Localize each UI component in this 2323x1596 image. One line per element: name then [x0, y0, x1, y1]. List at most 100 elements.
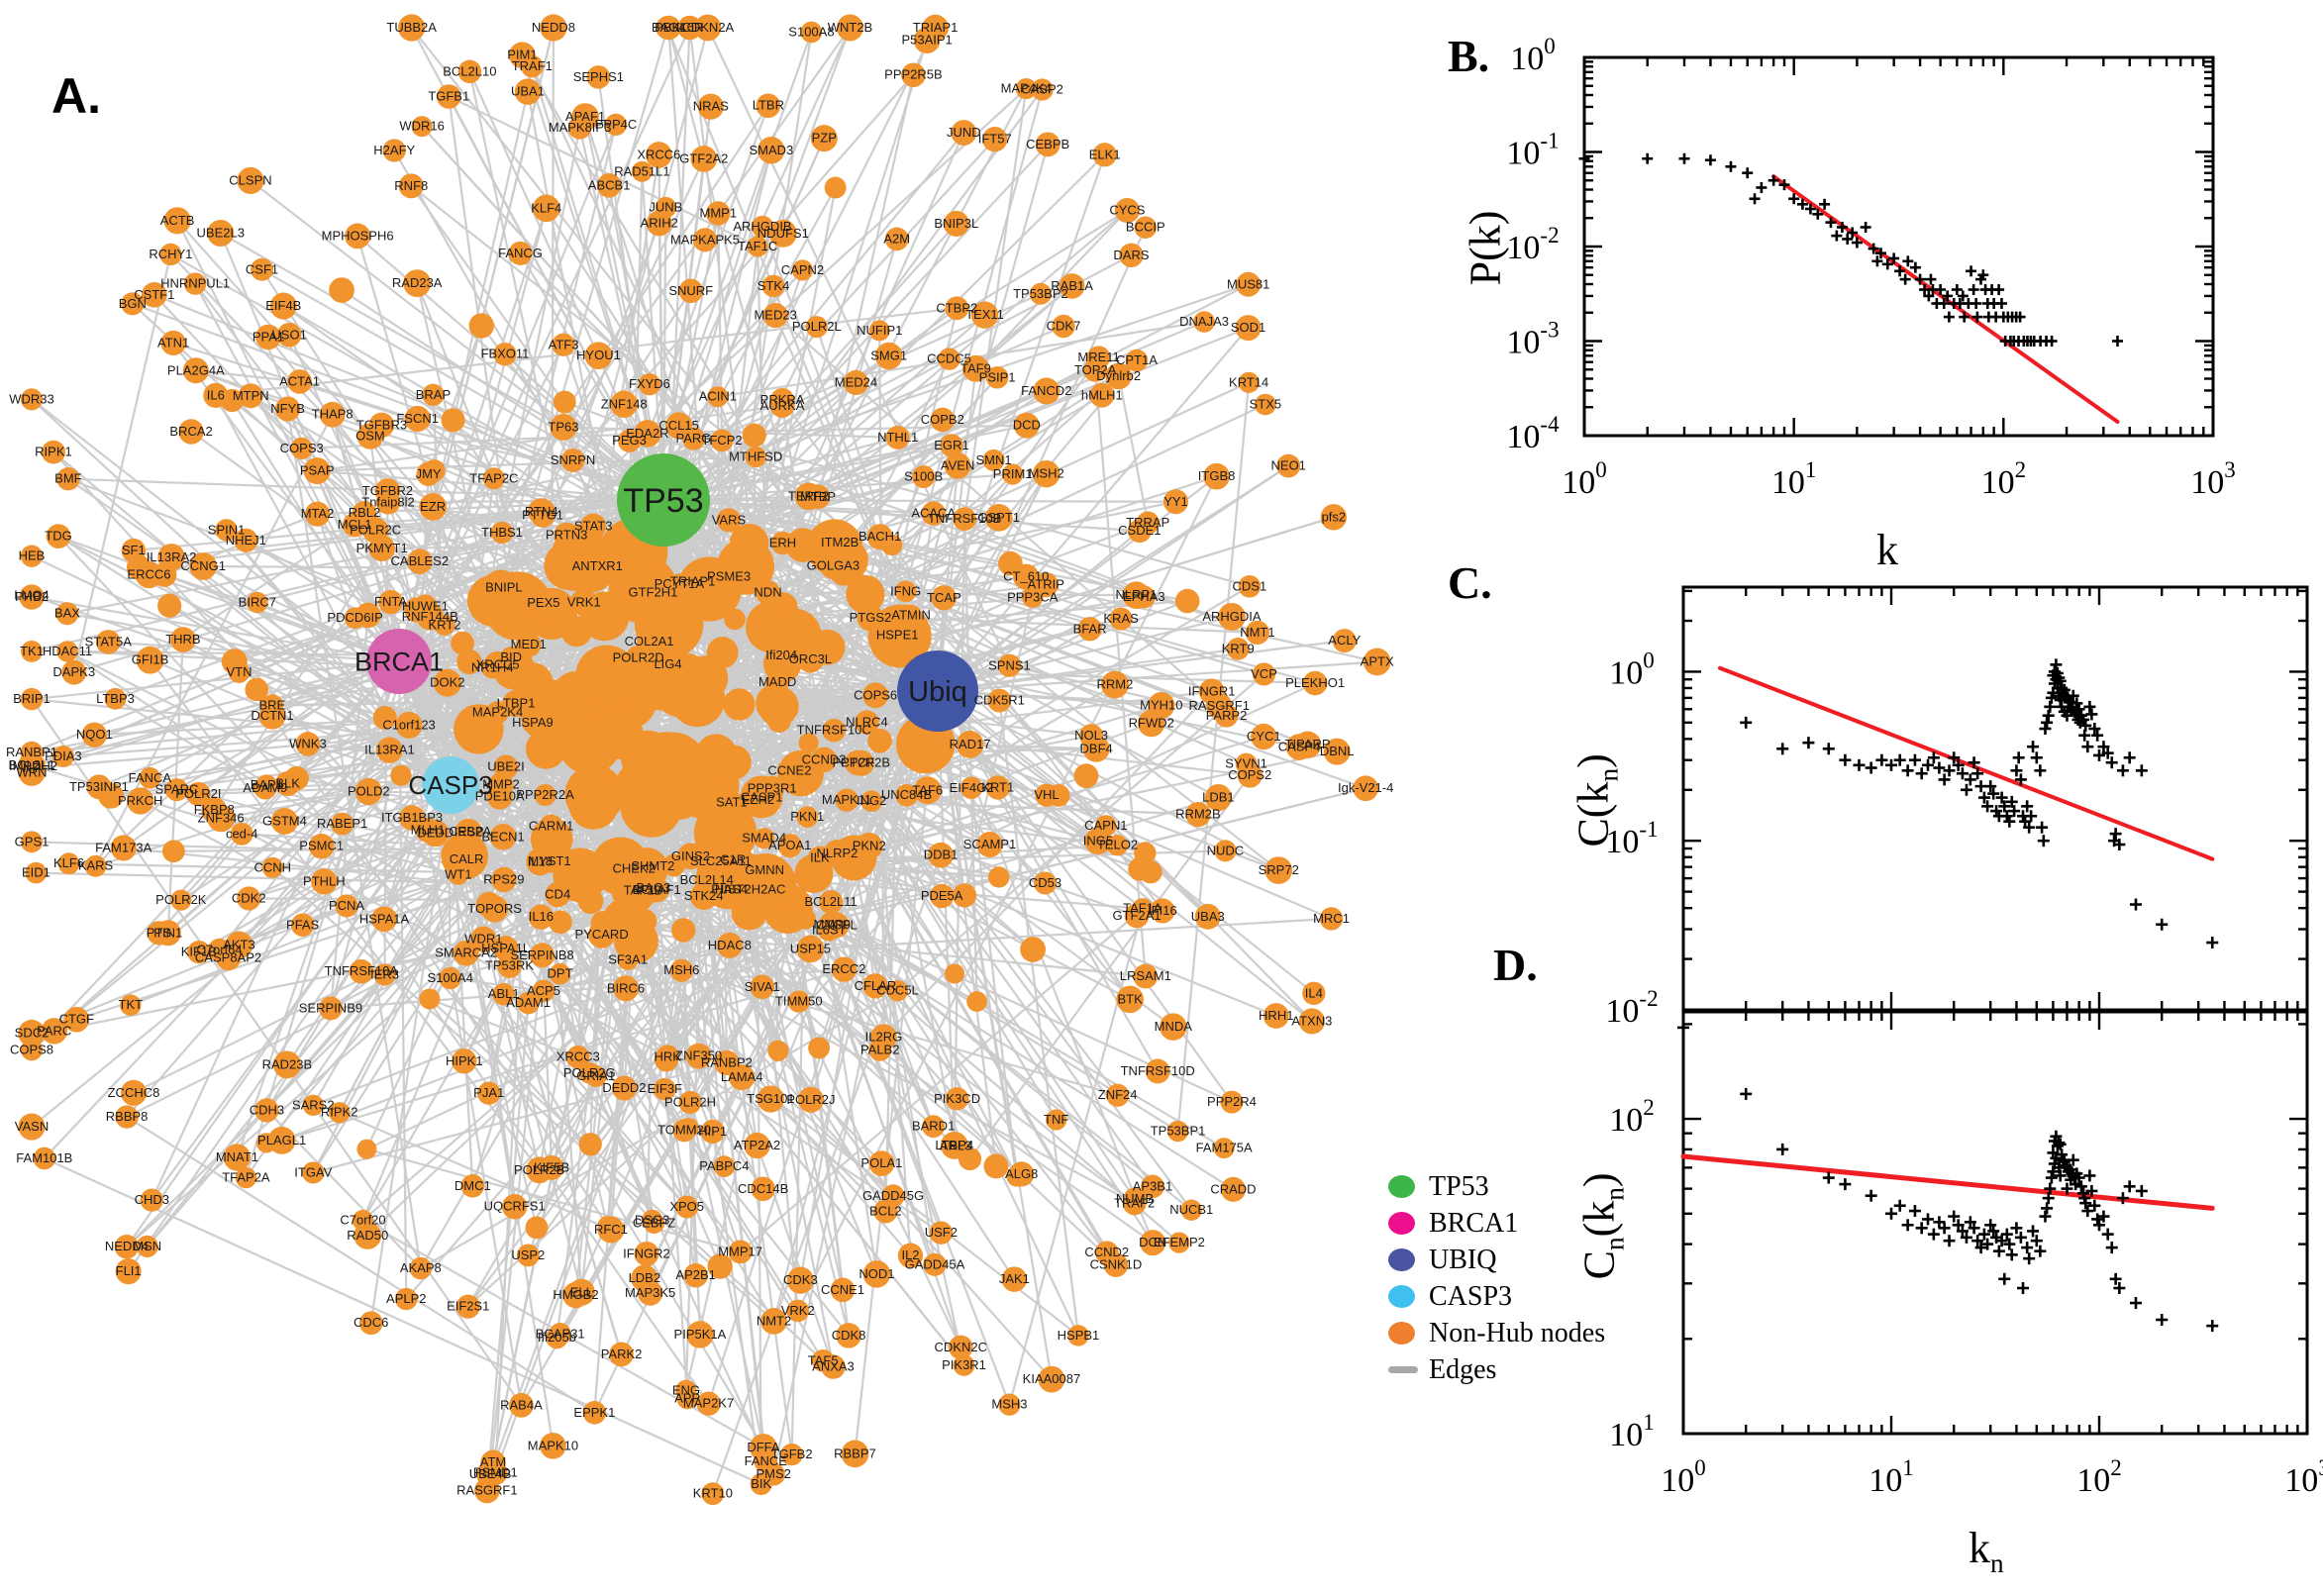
network-node: [1092, 143, 1117, 167]
node-label: GTF2A2: [679, 150, 728, 165]
network-node: [18, 1019, 46, 1047]
node-label: COPS2: [1228, 767, 1271, 782]
node-label: CASP1: [741, 789, 783, 804]
node-label: TNFRSF10B: [928, 511, 1001, 526]
network-node: [677, 15, 702, 41]
node-label: IL6R: [676, 20, 703, 35]
network-node: [697, 93, 724, 120]
node-label: JMY: [416, 466, 442, 481]
axis-ticks: [1683, 587, 2307, 1010]
node-label: PIK3CD: [934, 1091, 980, 1106]
network-node: [1353, 775, 1379, 802]
network-node: [1002, 463, 1024, 485]
tick-label: 10-3: [1506, 318, 1559, 361]
network-node: [715, 827, 736, 848]
network-node: [382, 139, 406, 162]
node-label: EIF4B: [265, 298, 301, 313]
node-label: NUMB: [1116, 1191, 1154, 1206]
node-label: MAPK10: [528, 1438, 578, 1452]
tick-label: 101: [1609, 1410, 1655, 1453]
fit-line: [1717, 665, 2215, 861]
node-label: AKT3: [223, 937, 255, 951]
node-label: ATP2A2: [734, 1138, 780, 1152]
network-node: [707, 1253, 733, 1279]
network-node: [945, 296, 969, 321]
node-label: PYCARD: [575, 927, 629, 942]
node-label: MTPN: [233, 388, 269, 403]
network-node: [51, 745, 74, 767]
node-label: TSG101: [747, 1091, 794, 1106]
node-label: EDA2R: [626, 426, 668, 441]
network-node: [1101, 670, 1129, 699]
network-node: [261, 856, 283, 878]
tick-label: 103: [2190, 457, 2236, 501]
node-label: MUS81: [1227, 276, 1269, 291]
network-node: [567, 116, 592, 140]
node-label: CYCS: [1109, 203, 1145, 218]
node-label: VHL: [1034, 787, 1059, 802]
node-label: WDR1: [464, 932, 502, 947]
network-node: [170, 627, 196, 652]
network-node: [751, 215, 774, 239]
node-label: MAPK8IP3: [549, 120, 612, 135]
node-label: FANCG: [498, 246, 543, 260]
network-node: [862, 1260, 891, 1288]
network-node: [25, 861, 48, 884]
network-node: [215, 519, 238, 542]
node-label: CLSPN: [229, 172, 271, 187]
node-label: EIF2S1: [447, 1299, 489, 1314]
network-node: [716, 508, 742, 533]
node-label: FBXO11: [481, 347, 530, 361]
node-label: CDS1: [1233, 578, 1267, 593]
network-node: [1145, 1058, 1170, 1084]
node-label: MNDA: [1155, 1019, 1193, 1034]
network-node: [677, 843, 704, 870]
node-label: PIP5K1A: [674, 1327, 727, 1342]
network-node: [41, 1018, 68, 1045]
network-node: [810, 125, 838, 152]
node-label: TFAP2C: [469, 470, 518, 485]
network-node: [714, 1049, 740, 1076]
node-label: GRIA1: [576, 1068, 615, 1083]
network-node: [1038, 1365, 1065, 1393]
network-node: [760, 1308, 787, 1335]
network-node: [403, 269, 432, 298]
node-label: PTTG1: [522, 508, 563, 523]
node-label: HMGB2: [553, 1287, 598, 1302]
node-label: NLRC4: [846, 715, 888, 730]
network-node: [120, 994, 142, 1016]
tick-label: 100: [1510, 34, 1556, 77]
network-node: [587, 921, 616, 948]
network-node: [700, 1119, 725, 1145]
node-label: LTBP1: [497, 696, 536, 711]
node-label: ACLY: [1328, 633, 1361, 648]
node-label: DSG3: [635, 1212, 669, 1227]
tick-label: 102: [1609, 1095, 1655, 1139]
node-label: LTBP4: [935, 1138, 973, 1152]
legend-item-tp53: TP53: [1388, 1168, 1605, 1205]
node-label: PDIA3: [45, 748, 82, 763]
network-node: [1206, 692, 1233, 719]
network-node: [707, 386, 729, 408]
node-label: KRT9: [1222, 641, 1255, 655]
network-node: [1235, 752, 1258, 775]
network-node: [127, 787, 154, 815]
network-node: [302, 1161, 325, 1184]
network-node: [768, 643, 794, 668]
node-label: BAP1: [251, 777, 283, 792]
node-label: SERPINB8: [510, 948, 573, 962]
node-label: CDC14B: [738, 1181, 788, 1196]
network-node: [1285, 734, 1313, 760]
node-label: C1R: [720, 852, 746, 867]
network-node: [1029, 282, 1052, 305]
network-node: [922, 14, 949, 42]
tick-label: 10-1: [1605, 817, 1658, 860]
node-label: KIF1B: [181, 945, 217, 959]
network-node: [675, 1195, 699, 1219]
network-node: [655, 196, 677, 219]
node-label: IER3: [370, 966, 399, 981]
node-label: GADD45A: [905, 1256, 965, 1271]
node-label: PMS2: [757, 1466, 791, 1481]
node-label: BARD1: [912, 1119, 955, 1134]
network-node: [1105, 362, 1132, 390]
